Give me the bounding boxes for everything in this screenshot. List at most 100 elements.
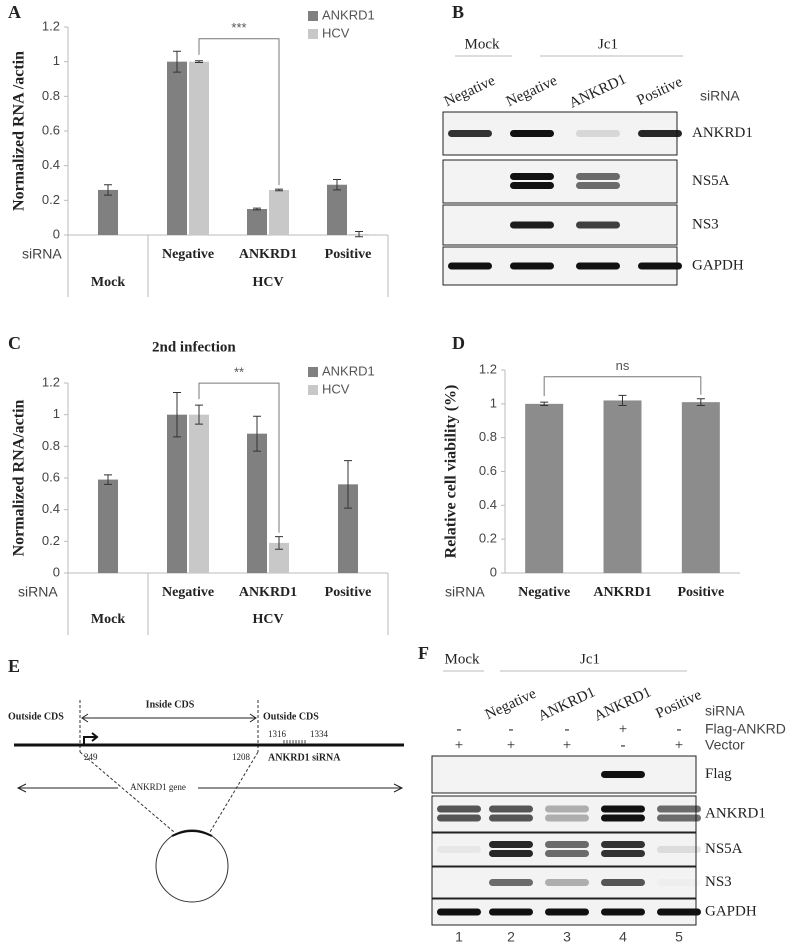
label-bg [118,781,198,795]
x-tick-label: ANKRD1 [239,585,297,600]
blot-strip [431,866,697,899]
band [437,908,481,916]
blot-strip [442,159,678,204]
bar [269,542,289,573]
bar [167,61,187,235]
lane-number: 1 [455,929,463,945]
y-tick-label: 1.2 [479,361,497,376]
legend-label: ANKRD1 [322,363,375,378]
cds-arrow [81,713,257,723]
y-tick-label: 0 [53,564,60,579]
bar [681,402,720,573]
band [601,841,645,848]
panel-e: E Outside CDS Inside CDS Outside CDS 249… [8,656,404,903]
group-label: Jc1 [598,36,618,52]
significance-bracket [543,376,702,397]
error-bar [344,460,352,509]
lane-header: siRNA [700,88,740,104]
treatment-mark: - [621,737,626,753]
significance-label: ns [616,358,630,373]
legend-swatch [308,11,318,21]
chart: A Normalized RNA /actin 0 0.2 0.4 0.6 0.8 1 1.2 s… [8,2,389,297]
band [657,879,701,886]
legend-label: ANKRD1 [322,7,375,22]
band [489,805,533,813]
x-tick-label: Negative [162,585,214,600]
x-tick-label: ANKRD1 [239,247,297,262]
x-tick-label: Positive [325,247,372,262]
significance-label: ** [234,365,244,380]
position: 249 [84,752,98,762]
lane-number: 3 [563,929,571,945]
y-axis-label: Relative cell viability (%) [443,385,460,559]
position: 1316 [268,729,287,739]
lane-label: ANKRD1 [536,684,598,724]
band [576,262,620,270]
blot-strip [431,832,697,867]
row-label: ANKRD1 [705,805,766,821]
insert-line [209,751,259,833]
y-tick-label: 0.4 [42,157,60,172]
x-tick-label: Positive [678,585,725,600]
treatment-mark: - [565,721,570,737]
band [576,130,620,137]
band [601,879,645,886]
legend-swatch [308,385,318,395]
band [510,221,554,229]
y-tick-label: 1.2 [42,18,60,33]
treatment-mark: - [457,721,462,737]
treatment-mark: + [507,737,515,753]
gene-arrow [16,783,404,793]
error-bar [275,188,283,192]
treatment-mark: + [675,737,683,753]
blot-strip [442,204,678,246]
error-bar [253,207,261,211]
error-bar [540,401,549,407]
band [638,262,682,270]
band [601,908,645,916]
band [657,908,701,916]
row-label: NS3 [705,874,732,890]
sirna-site [283,740,306,744]
panel-letter: F [418,643,429,663]
plasmid [155,829,229,903]
treatment-mark: + [455,737,463,753]
group-label: Mock [91,612,125,627]
y-tick-label: 0.8 [479,429,497,444]
lane-label: Negative [483,686,539,724]
lane-header: siRNA [705,703,745,719]
bar [189,61,209,235]
band [576,182,620,189]
error-bar [195,404,203,425]
lane-label: ANKRD1 [592,684,654,724]
treatment-mark: - [509,721,514,737]
y-axis-label: Normalized RNA /actin [11,51,28,211]
band [489,814,533,822]
panel-letter: A [8,2,21,22]
lane-label: Positive [653,687,704,722]
x-tick-label: ANKRD1 [593,585,651,600]
y-tick-label: 0.2 [479,531,497,546]
band [576,221,620,229]
group-label: HCV [252,275,283,290]
group-label: Mock [445,651,480,667]
group-label: Jc1 [580,651,600,667]
band [657,814,701,822]
y-axis-label: Normalized RNA/actin [11,399,28,556]
legend-label: HCV [322,25,350,40]
x-tick-label: Negative [518,585,570,600]
legend-swatch [308,367,318,377]
region-label: Inside CDS [146,699,195,710]
bar [189,414,209,573]
band [437,846,481,853]
band [437,814,481,822]
y-tick-label: 0.2 [42,533,60,548]
row-label: siRNA [445,584,485,600]
band [437,805,481,813]
lane-number: 4 [619,929,627,945]
y-tick-label: 1.2 [42,374,60,389]
band [448,130,492,137]
band [510,182,554,189]
